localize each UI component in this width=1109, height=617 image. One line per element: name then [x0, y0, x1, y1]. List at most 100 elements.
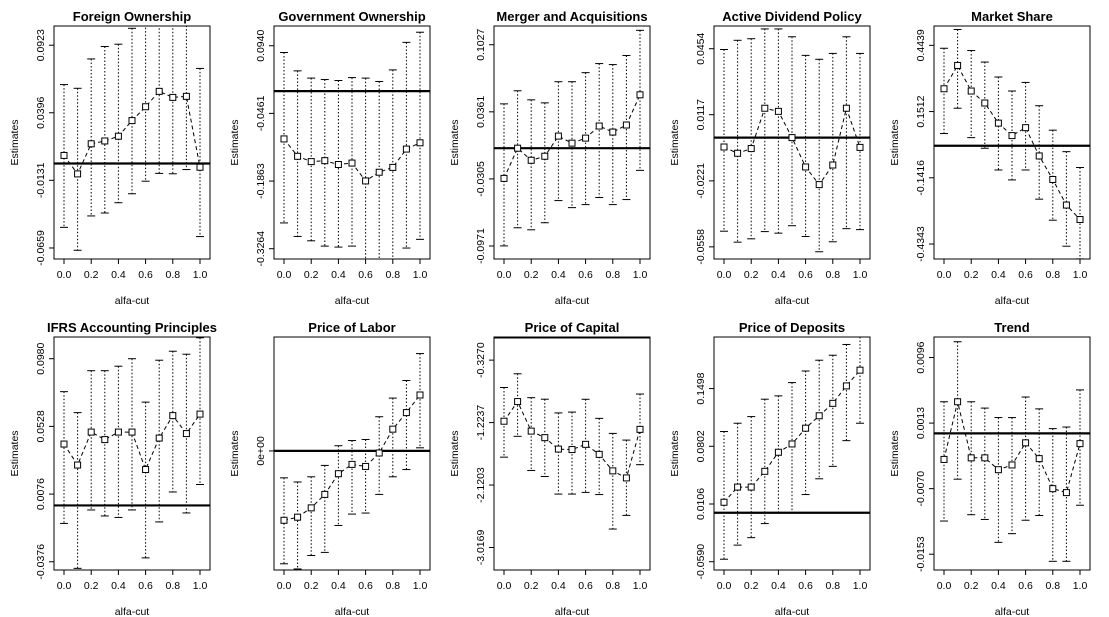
plot-frame [713, 336, 871, 571]
estimate-point [568, 139, 576, 147]
x-tick-label: 0.2 [304, 269, 319, 281]
y-tick-label: 0.0980 [35, 342, 47, 374]
chart-title: Government Ownership [278, 9, 425, 24]
estimate-point [815, 412, 823, 420]
x-axis-label: alfa-cut [995, 295, 1030, 307]
y-tick-label: 0.0940 [255, 30, 267, 62]
estimate-point [500, 417, 508, 425]
x-tick-label: 1.0 [413, 580, 428, 592]
estimate-point [169, 93, 177, 101]
estimate-point [1022, 124, 1030, 132]
y-axis-label: Estimates [9, 119, 21, 165]
estimate-point [774, 448, 782, 456]
y-tick-label: 0.0802 [695, 430, 707, 462]
estimate-point [1076, 216, 1084, 224]
estimate-point [182, 430, 190, 438]
x-tick-label: 1.0 [633, 580, 648, 592]
estimate-point [294, 152, 302, 160]
x-tick-label: 0.2 [304, 580, 319, 592]
estimate-line [503, 400, 641, 479]
estimate-point [142, 103, 150, 111]
estimate-point [595, 450, 603, 458]
plot-area [274, 31, 430, 259]
x-tick-label: 0.0 [497, 580, 512, 592]
estimate-point [280, 135, 288, 143]
x-tick-label: 0.6 [798, 269, 813, 281]
chart-title: IFRS Accounting Principles [47, 320, 217, 335]
chart-panel: Price of Deposits 0.0 0.2 0.4 0.6 0.8 1.0 alfa-… [669, 320, 871, 617]
x-tick-label: 1.0 [633, 269, 648, 281]
estimate-point [802, 424, 810, 432]
x-tick-label: 1.0 [853, 580, 868, 592]
estimate-point [321, 490, 329, 498]
estimate-point [967, 87, 975, 95]
estimate-point [334, 161, 342, 169]
x-axis-label: alfa-cut [115, 295, 150, 307]
estimate-line [63, 90, 201, 175]
estimate-point [155, 434, 163, 442]
x-tick-label: 0.2 [964, 580, 979, 592]
estimate-point [101, 436, 109, 444]
estimate-point [568, 446, 576, 454]
x-tick-label: 0.2 [84, 580, 99, 592]
estimate-point [416, 391, 424, 399]
chart-panel: Market Share 0.0 0.2 0.4 0.6 0.8 1.0 alfa-cut -0… [889, 9, 1091, 307]
x-tick-label: 0.8 [605, 580, 620, 592]
estimate-point [622, 474, 630, 482]
y-tick-label: 0.1498 [695, 372, 707, 404]
x-axis-label: alfa-cut [555, 295, 590, 307]
chart-title: Price of Capital [525, 320, 620, 335]
plot-area [934, 28, 1090, 259]
estimate-point [582, 134, 590, 142]
y-axis-label: Estimates [229, 430, 241, 476]
estimate-point [829, 161, 837, 169]
y-tick-label: -0.0558 [695, 229, 707, 265]
y-axis-label: Estimates [449, 430, 461, 476]
x-tick-label: 0.8 [385, 580, 400, 592]
plot-area [494, 29, 650, 247]
plot-frame [273, 25, 431, 260]
y-tick-label: -3.0169 [475, 530, 487, 566]
x-tick-label: 0.4 [111, 269, 126, 281]
estimate-point [720, 143, 728, 151]
plot-frame [273, 336, 431, 571]
chart-panel: Merger and Acquisitions 0.0 0.2 0.4 0.6 0.8 1.… [449, 9, 651, 307]
estimate-point [622, 121, 630, 129]
y-tick-label: 0.0096 [915, 341, 927, 373]
chart-title: Merger and Acquisitions [496, 9, 647, 24]
estimate-point [734, 149, 742, 157]
x-tick-label: 0.6 [138, 269, 153, 281]
x-tick-label: 0.8 [1045, 580, 1060, 592]
x-axis-label: alfa-cut [775, 295, 810, 307]
x-tick-label: 1.0 [1073, 580, 1088, 592]
estimate-point [87, 428, 95, 436]
x-tick-label: 0.8 [825, 269, 840, 281]
estimate-point [541, 434, 549, 442]
chart-panel: Price of Capital 0.0 0.2 0.4 0.6 0.8 1.0 alfa-c… [449, 320, 651, 617]
chart-title: Active Dividend Policy [722, 9, 862, 24]
y-tick-label: -0.1863 [255, 163, 267, 199]
estimate-point [1062, 489, 1070, 497]
estimate-point [87, 140, 95, 148]
estimate-point [280, 516, 288, 524]
estimate-point [774, 107, 782, 115]
y-tick-label: -0.0971 [475, 228, 487, 264]
x-tick-label: 1.0 [193, 269, 208, 281]
estimate-point [402, 145, 410, 153]
x-tick-label: 1.0 [1073, 269, 1088, 281]
estimate-point [416, 139, 424, 147]
estimate-point [720, 498, 728, 506]
estimate-point [636, 91, 644, 99]
estimate-point [541, 152, 549, 160]
estimate-point [114, 428, 122, 436]
estimate-point [155, 87, 163, 95]
y-tick-label: 0.4439 [915, 29, 927, 61]
estimate-point [1049, 485, 1057, 493]
estimate-point [636, 425, 644, 433]
y-tick-label: -0.0131 [35, 162, 47, 198]
x-tick-label: 0.0 [57, 580, 72, 592]
estimate-point [1008, 132, 1016, 140]
estimate-point [74, 461, 82, 469]
x-axis-label: alfa-cut [335, 295, 370, 307]
